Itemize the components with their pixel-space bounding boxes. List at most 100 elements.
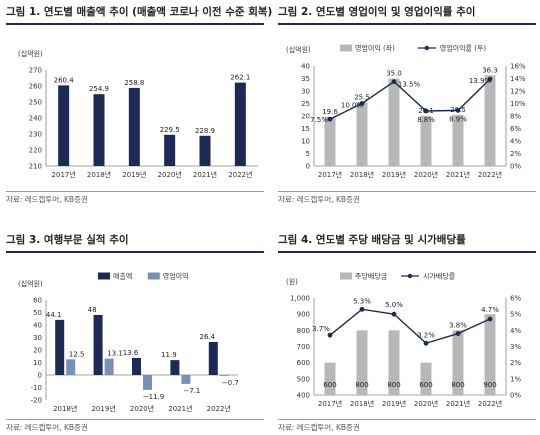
- y2-tick-label: 2%: [510, 359, 521, 367]
- y2-tick-label: 4%: [510, 327, 521, 335]
- bar: [324, 117, 336, 166]
- x-tick-label: 2019년: [91, 404, 115, 413]
- y2-tick-label: 6%: [510, 295, 521, 303]
- line-point: [423, 340, 429, 346]
- y2-tick-label: 14%: [510, 75, 526, 83]
- line-data-label: 8.8%: [417, 116, 435, 124]
- x-tick-label: 2021년: [446, 170, 470, 179]
- y-tick-label: 25: [301, 100, 310, 108]
- data-label: 800: [451, 381, 464, 389]
- x-tick-label: 2020년: [130, 404, 154, 413]
- y-tick-label: 0: [38, 372, 42, 380]
- chart-source: 자료: 레드캡투어, KB증권: [278, 191, 536, 205]
- data-label: 12.5: [69, 350, 85, 358]
- line-point: [455, 107, 461, 113]
- line-data-label: 10.0%: [341, 102, 364, 110]
- series-line: [329, 308, 491, 345]
- x-tick-label: 2019년: [122, 170, 146, 179]
- chart-title: 그림 4. 연도별 주당 배당금 및 시가배당률: [278, 232, 536, 253]
- y-tick-label: 400: [297, 392, 310, 400]
- data-label: 26.4: [200, 333, 216, 341]
- legend-swatch: [98, 272, 110, 280]
- data-label: 48: [88, 306, 97, 314]
- data-label: 228.9: [195, 127, 215, 135]
- y-tick-label: 20: [33, 347, 42, 355]
- data-label: −7.1: [183, 387, 200, 395]
- travel-segment-bar-chart: (십억원) -20 -10 0 10 20 30 40 50 60 2018년 2019년 2020년 2…: [18, 272, 239, 414]
- line-data-label: 8.9%: [449, 115, 467, 123]
- y-tick-label: 240: [29, 115, 42, 123]
- bar: [93, 315, 103, 375]
- bar: [104, 358, 114, 375]
- line-point: [327, 116, 333, 122]
- bar: [93, 94, 105, 166]
- bar: [128, 87, 140, 166]
- y-tick-label: 230: [29, 131, 42, 139]
- data-label: 25.5: [354, 93, 370, 101]
- y-tick-label: -20: [31, 397, 42, 405]
- data-label: 229.5: [160, 126, 180, 134]
- x-tick-label: 2020년: [414, 170, 438, 179]
- data-label: 13.1: [107, 350, 123, 358]
- y-tick-label: 800: [297, 327, 310, 335]
- data-label: 800: [355, 381, 368, 389]
- data-label: 900: [483, 381, 496, 389]
- legend-label: 영업이익: [163, 272, 189, 281]
- line-data-label: 3.2%: [417, 331, 435, 339]
- data-label: 19.6: [322, 108, 338, 116]
- data-label: 800: [387, 381, 400, 389]
- legend-swatch-marker: [424, 45, 429, 51]
- y-tick-label: 40: [301, 63, 310, 71]
- data-label: 262.1: [230, 74, 250, 82]
- line-point: [391, 311, 397, 317]
- data-label: 11.9: [161, 351, 177, 359]
- y-tick-label: 20: [301, 113, 310, 121]
- bar: [356, 102, 368, 166]
- y-tick-label: 10: [301, 138, 310, 146]
- data-label: 600: [323, 381, 336, 389]
- bar: [170, 360, 180, 375]
- bar: [484, 75, 496, 166]
- line-data-label: 3.8%: [449, 322, 467, 330]
- data-label: 254.9: [89, 85, 109, 93]
- data-label: 44.1: [46, 311, 62, 319]
- bar: [388, 330, 400, 395]
- revenue-bar-chart: (십억원) 210 220 230 240 250 260 270 2017년 2018년 2019…: [18, 49, 258, 179]
- legend-swatch: [340, 272, 352, 280]
- chart-title: 그림 1. 연도별 매출액 추이 (매출액 코로나 이전 수준 회복): [6, 4, 272, 25]
- line-point: [359, 101, 365, 106]
- x-tick-label: 2020년: [158, 170, 182, 179]
- x-tick-label: 2017년: [318, 170, 342, 179]
- x-tick-label: 2018년: [53, 404, 77, 413]
- bar: [66, 359, 76, 375]
- x-tick-label: 2019년: [382, 399, 406, 408]
- y-tick-label: 500: [297, 375, 310, 383]
- chart-panel-dividend: 그림 4. 연도별 주당 배당금 및 시가배당률 (원) 400 500 600 700…: [278, 230, 538, 435]
- x-tick-label: 2022년: [478, 170, 502, 179]
- y-axis-unit: (원): [286, 277, 298, 286]
- chart-panel-travel-segment: 그림 3. 여행부문 실적 추이 (십억원) -20 -10 0 10 20 30 40 50 6…: [6, 230, 266, 435]
- x-tick-label: 2020년: [414, 399, 438, 408]
- x-tick-label: 2021년: [446, 399, 470, 408]
- legend-swatch-marker: [407, 273, 413, 279]
- bar: [234, 82, 246, 166]
- y2-tick-label: 5%: [510, 311, 521, 319]
- bar: [356, 330, 368, 395]
- line-point: [423, 108, 429, 114]
- y-tick-label: 5: [306, 150, 310, 158]
- bar: [420, 115, 432, 166]
- y2-tick-label: 0%: [510, 163, 521, 171]
- y-tick-label: 40: [33, 322, 42, 330]
- y-tick-label: 0: [306, 163, 310, 171]
- x-tick-label: 2022년: [228, 170, 252, 179]
- bar: [219, 375, 229, 376]
- x-tick-label: 2019년: [382, 170, 406, 179]
- data-label: 13.6: [123, 349, 139, 357]
- bar: [484, 314, 496, 395]
- line-data-label: 5.0%: [385, 301, 403, 309]
- line-point: [455, 331, 461, 336]
- line-point: [391, 79, 397, 85]
- y-tick-label: 30: [301, 88, 310, 96]
- y-tick-label: 220: [29, 147, 42, 155]
- line-data-label: 13.9%: [469, 77, 492, 85]
